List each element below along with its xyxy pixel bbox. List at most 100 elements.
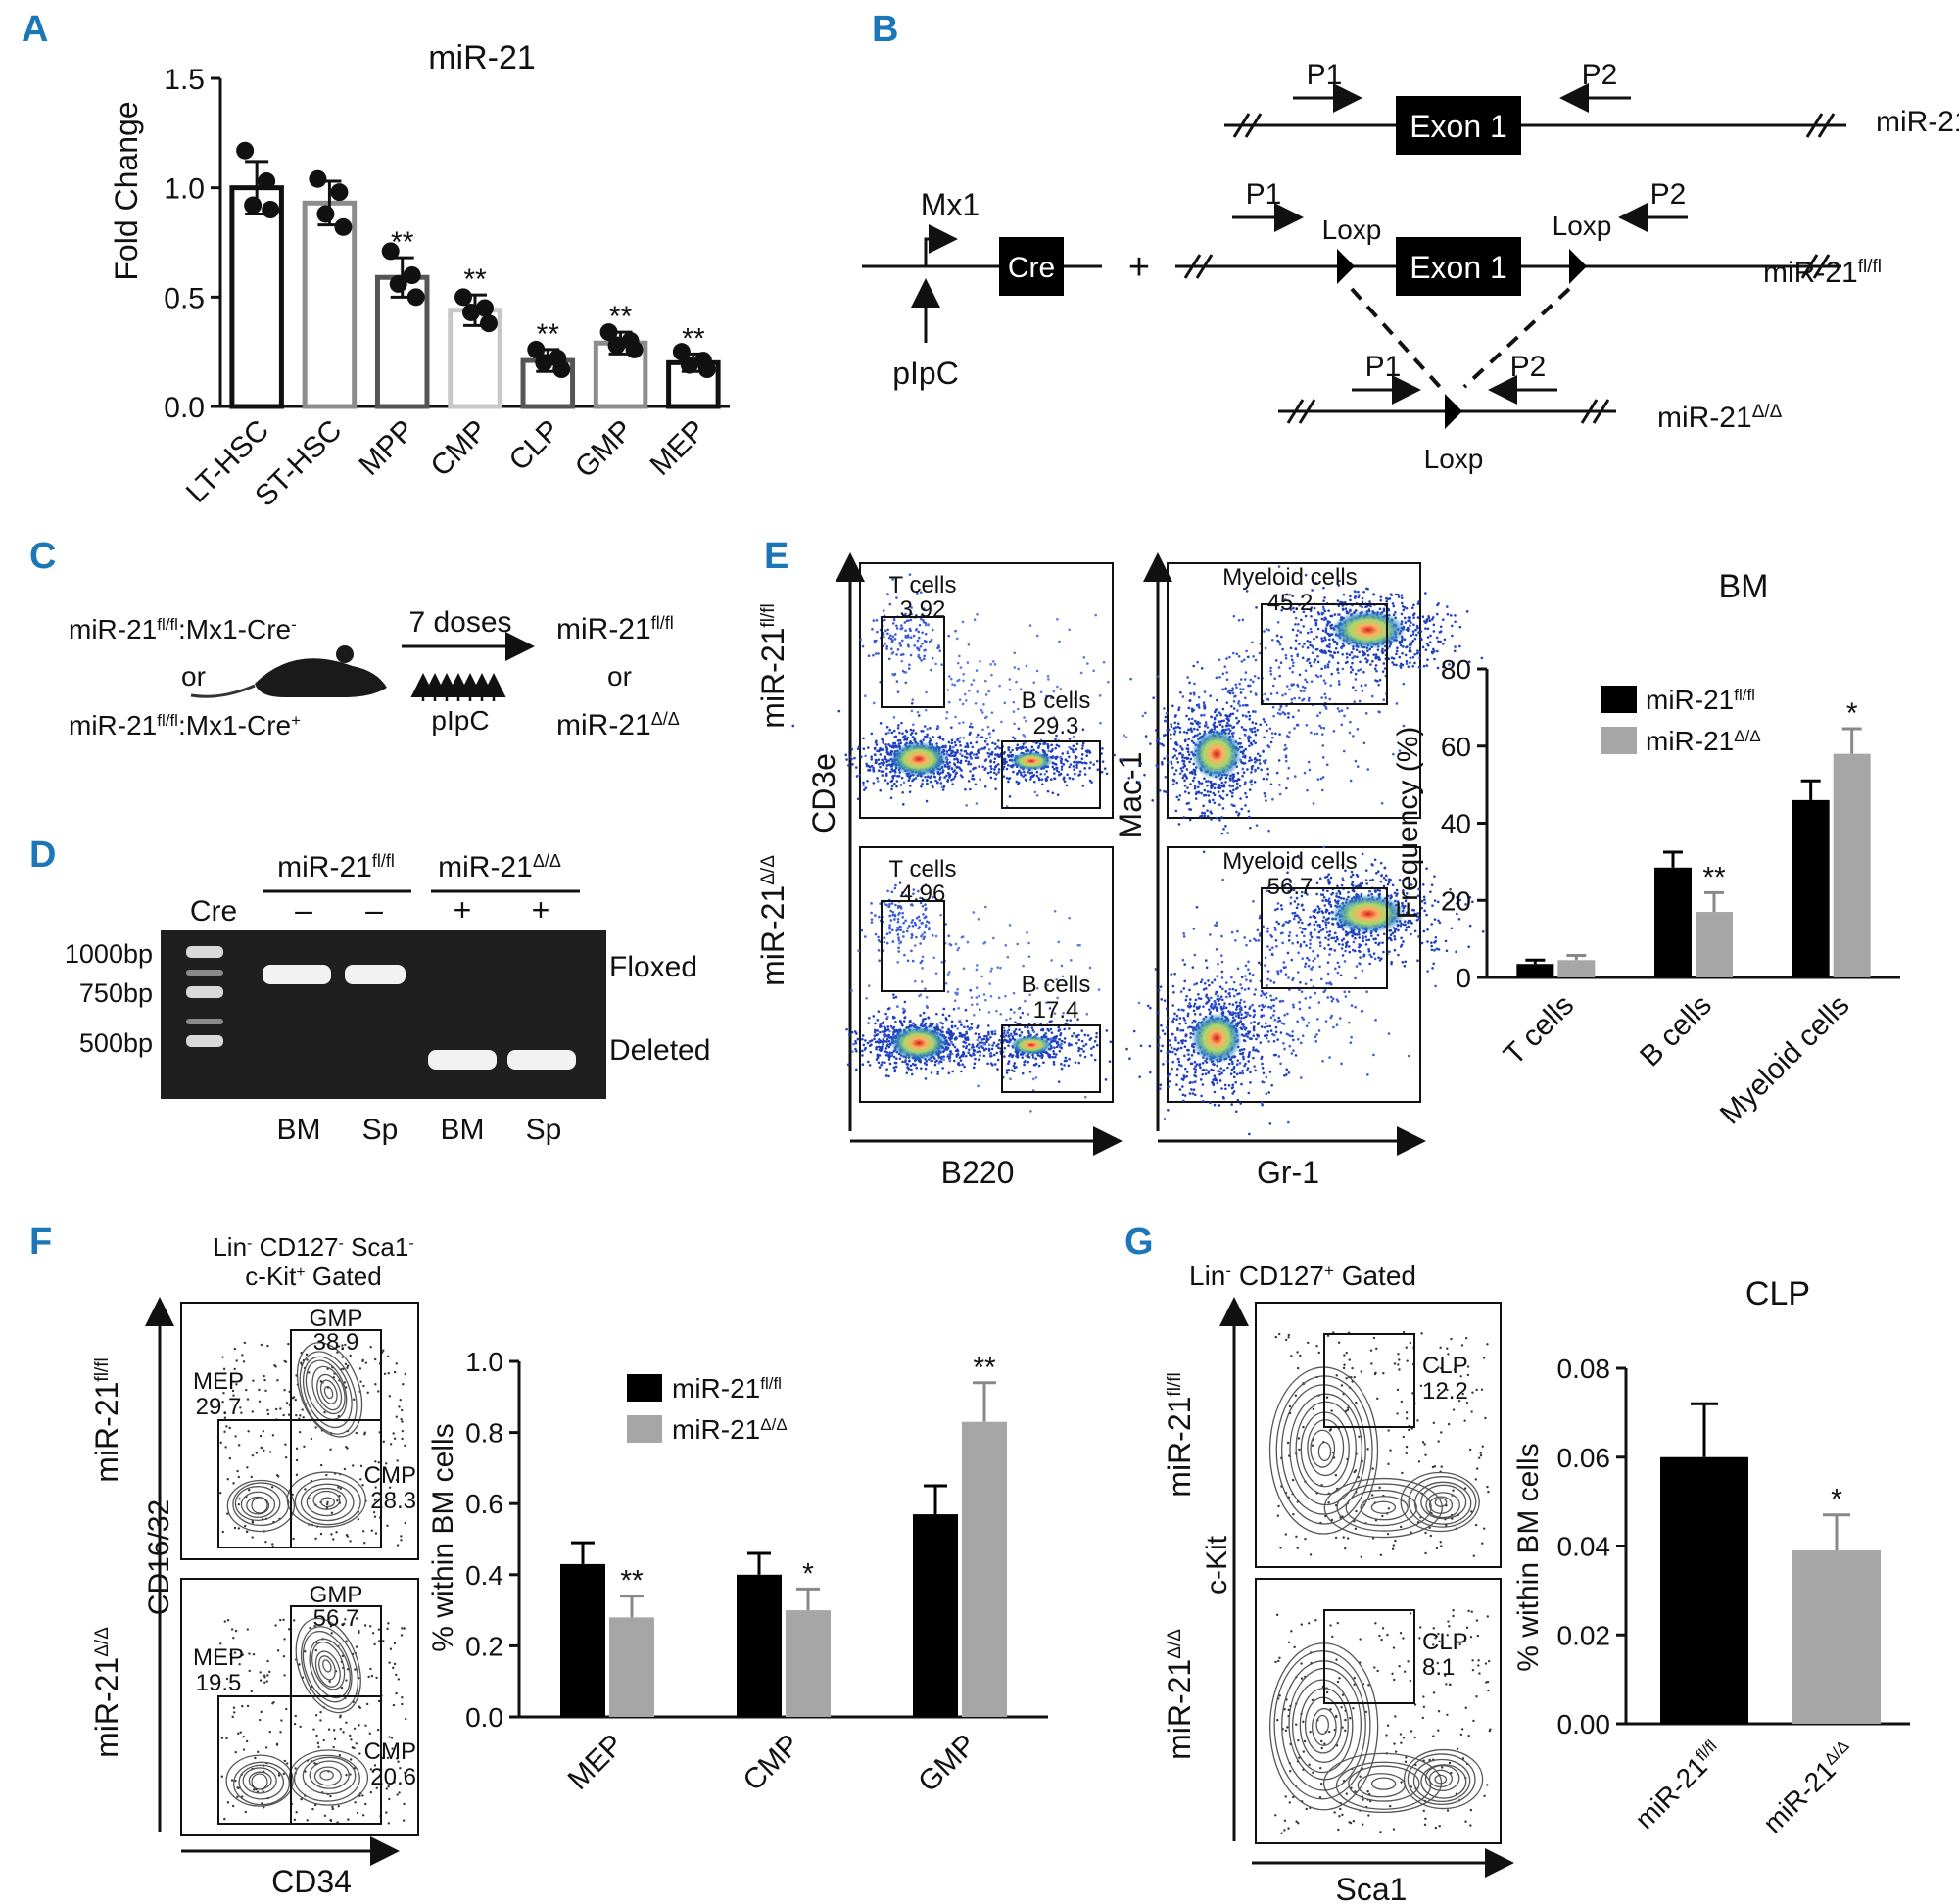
gate-value-clp: 8.1: [1422, 1654, 1455, 1681]
significance-marker: **: [391, 226, 414, 259]
bar-myeloid-cells-deleted: [1833, 753, 1871, 977]
panel-g-clp: G Lin- CD127+ Gated miR-21fl/fl miR-21Δ/…: [1124, 1221, 1910, 1904]
gel-image: [161, 930, 606, 1099]
significance-marker: *: [1846, 697, 1858, 730]
panel-label-d: D: [29, 834, 56, 876]
y-tick-label: 0.06: [1557, 1443, 1611, 1473]
flow-plot-ckit-sca1: [1255, 1302, 1502, 1568]
bar-cmp: [448, 308, 502, 409]
gate-label-myeloid: Myeloid cells: [1222, 848, 1357, 875]
data-point: [454, 288, 472, 307]
group-floxed-label: miR-21fl/fl: [277, 851, 395, 883]
gate-value-b-cells: 29.3: [1033, 713, 1079, 739]
x-tick-label: CMP: [424, 414, 493, 483]
y-axis-label: Fold Change: [109, 101, 144, 280]
y-axis-label: % within BM cells: [427, 1423, 459, 1651]
lane-label: BM: [441, 1114, 485, 1146]
gate-b-cells: [1001, 740, 1101, 809]
gate-value-t-cells: 3.92: [900, 596, 946, 623]
panel-label-c: C: [29, 536, 56, 577]
significance-marker: *: [1831, 1484, 1842, 1516]
y-axis-label: % within BM cells: [1512, 1443, 1545, 1671]
flow-plot-mac1-gr1: [1167, 562, 1421, 819]
row-label-deleted: miR-21Δ/Δ: [89, 1627, 124, 1758]
data-point: [244, 196, 263, 214]
chart-title: CLP: [1745, 1275, 1810, 1312]
cre-sign: –: [365, 892, 383, 928]
y-tick-label: 0.5: [164, 282, 205, 314]
legend-swatch: [627, 1415, 662, 1443]
y-tick-label: 0.4: [465, 1560, 503, 1591]
y-tick-label: 1.0: [164, 173, 205, 206]
injection-arrows: [410, 673, 506, 701]
data-point: [480, 314, 498, 333]
flow-plot-ckit-sca1: [1255, 1578, 1502, 1844]
bar-mep-deleted: [609, 1617, 654, 1717]
output-floxed: miR-21fl/fl: [556, 613, 674, 645]
data-point: [476, 299, 494, 317]
panel-f-progenitors: F Lin- CD127- Sca1- c-Kit+ Gated miR-21f…: [29, 1221, 1048, 1899]
bar-b-cells-floxed: [1654, 867, 1692, 977]
data-point: [309, 169, 327, 188]
group-deleted-label: miR-21Δ/Δ: [438, 851, 561, 883]
x-tick-label: GMP: [569, 414, 640, 485]
y-tick-label: 0: [1456, 963, 1471, 993]
panel-label-a: A: [22, 9, 48, 50]
gate-label-clp: CLP: [1422, 1629, 1468, 1655]
panel-label-g: G: [1124, 1221, 1154, 1262]
lane-label: Sp: [526, 1114, 562, 1146]
floxed-allele: Exon 1 P1 Loxp Loxp P2 miR-21fl/fl: [1175, 178, 1882, 296]
bar-t-cells-floxed: [1516, 964, 1554, 977]
x-tick-label: Myeloid cells: [1714, 989, 1856, 1131]
legend-swatch: [627, 1374, 662, 1402]
deleted-allele-label: miR-21Δ/Δ: [1657, 402, 1783, 435]
significance-marker: **: [609, 301, 633, 333]
ladder-band: [186, 986, 223, 998]
data-point: [697, 360, 716, 379]
gate-myeloid-cells: [1261, 603, 1388, 705]
gate-value-myeloid: 45.2: [1267, 590, 1314, 616]
data-point: [406, 288, 425, 307]
or-text-right: or: [607, 661, 632, 691]
bar-cmp-deleted: [786, 1610, 831, 1717]
data-point: [258, 171, 276, 190]
gate-cmp: [290, 1419, 382, 1548]
significance-marker: **: [973, 1352, 996, 1384]
x-axis-gr1: Gr-1: [1257, 1155, 1319, 1190]
cre-box: Cre: [1008, 252, 1055, 284]
floxed-band-label: Floxed: [609, 951, 697, 983]
flow-plot-mac1-gr1: [1167, 846, 1421, 1103]
y-tick-label: 20: [1441, 885, 1471, 916]
gate-label-b-cells: B cells: [1022, 972, 1091, 998]
lane-label: BM: [277, 1114, 321, 1146]
y-tick-label: 0.2: [465, 1631, 503, 1661]
x-tick-label: T cells: [1498, 989, 1580, 1071]
y-tick-label: 1.5: [164, 64, 205, 96]
gate-t-cells: [881, 616, 945, 708]
y-tick-label: 0.8: [465, 1418, 503, 1449]
panel-a-bar-chart: A miR-21 Fold Change 0.00.51.01.5LT-HSCS…: [22, 9, 730, 513]
data-point: [625, 340, 644, 358]
gate-value-gmp: 38.9: [313, 1329, 359, 1356]
row-label-floxed: miR-21fl/fl: [755, 603, 790, 728]
gate-label-cmp: CMP: [364, 1738, 416, 1765]
gate-value-t-cells: 4.96: [900, 881, 946, 907]
gate-clp: [1323, 1609, 1415, 1704]
gating-label-line2: c-Kit+ Gated: [245, 1261, 381, 1291]
cre-sign: –: [295, 892, 312, 928]
plus-sign: +: [1128, 247, 1150, 288]
data-point: [527, 340, 546, 358]
bar-mep-floxed: [560, 1563, 605, 1717]
data-point: [236, 141, 255, 160]
panel-label-f: F: [29, 1221, 52, 1262]
bar-st-hsc: [302, 200, 358, 409]
gate-label-t-cells: T cells: [889, 856, 957, 882]
wt-allele-label: miR-21+/+: [1876, 106, 1959, 139]
x-axis-sca1: Sca1: [1336, 1872, 1408, 1904]
data-point: [672, 343, 691, 361]
data-point: [607, 336, 626, 355]
primer-p2-deleted: P2: [1510, 351, 1547, 383]
band-deleted: [507, 1050, 576, 1070]
panel-b-construct-diagram: B Exon 1 P1 P2 miR-21+/+ Mx1 Cre pIpC + …: [862, 9, 1959, 474]
data-point: [389, 274, 407, 293]
